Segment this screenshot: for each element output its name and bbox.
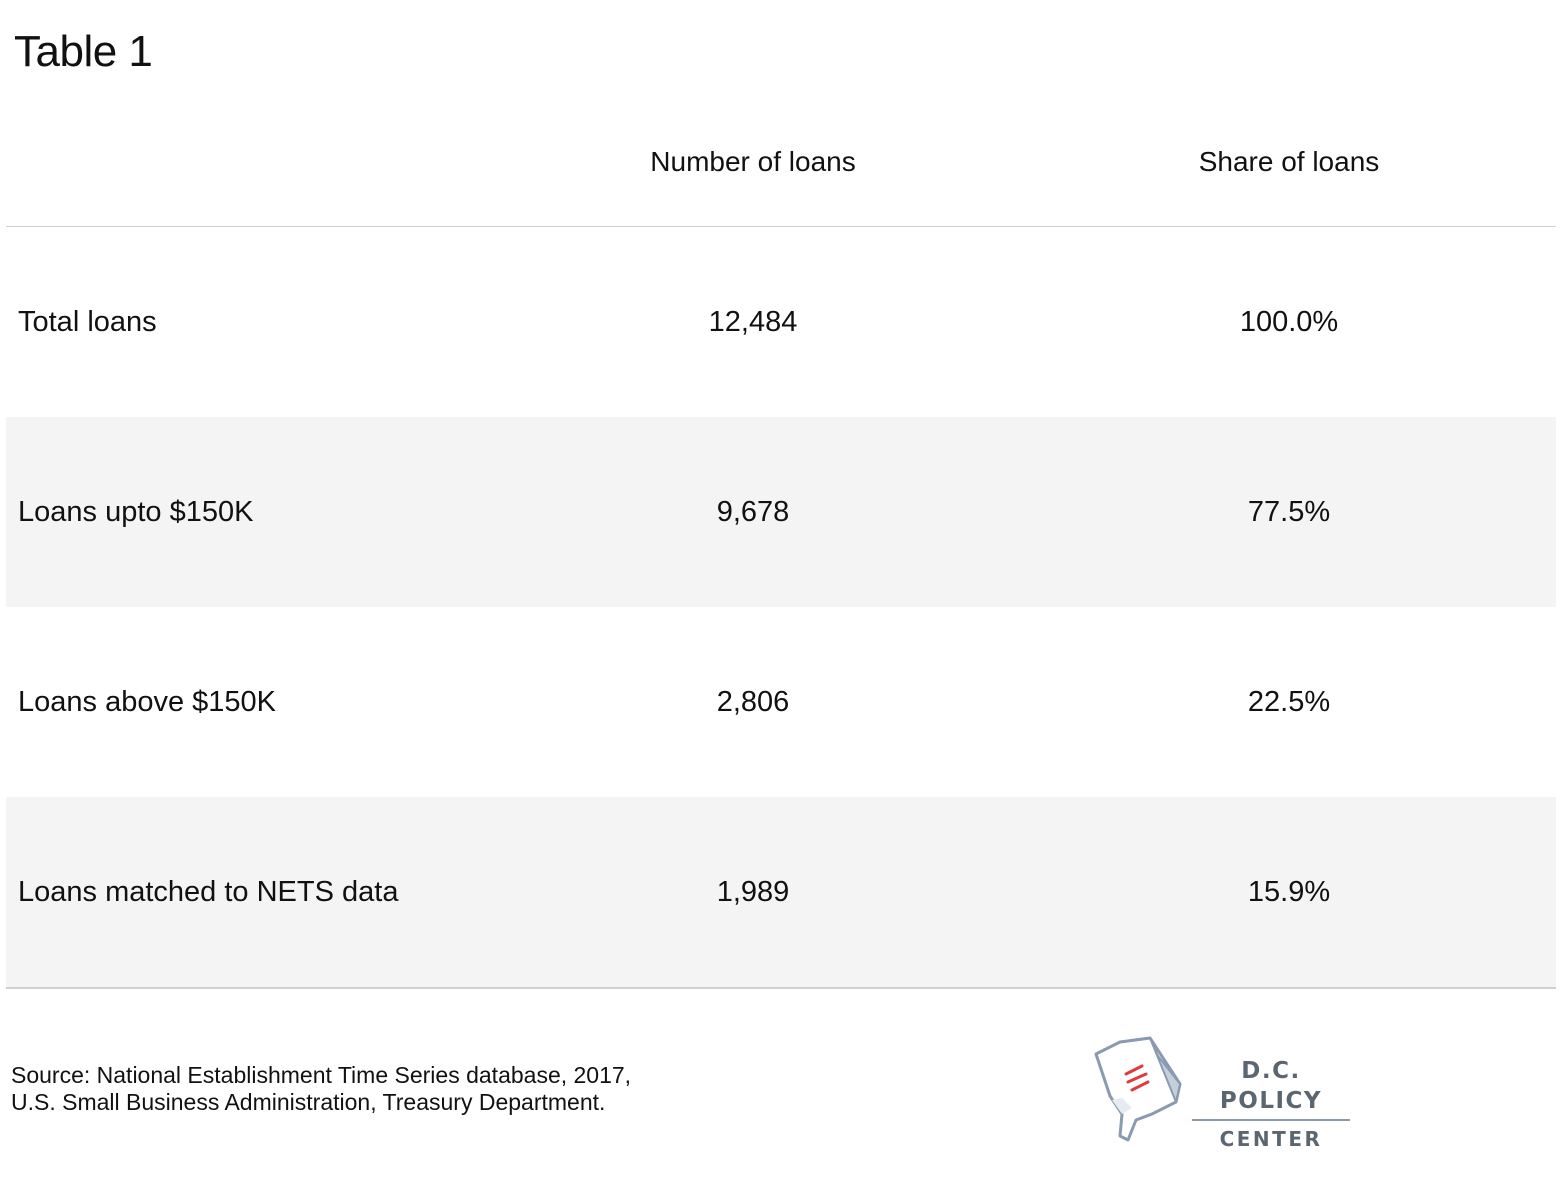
logo-wordmark: D.C. POLICY CENTER [1192, 1056, 1350, 1151]
table-row: Loans above $150K 2,806 22.5% [6, 607, 1556, 797]
column-header-number-of-loans: Number of loans [650, 146, 856, 177]
data-table: Number of loans Share of loans Total loa… [6, 104, 1556, 989]
table-title: Table 1 [14, 27, 153, 76]
source-line-2: U.S. Small Business Administration, Trea… [11, 1089, 606, 1115]
row-label: Loans upto $150K [18, 495, 254, 528]
row-share-of-loans: 77.5% [1247, 495, 1331, 528]
row-share-of-loans: 22.5% [1247, 685, 1331, 718]
row-share-of-loans: 15.9% [1247, 875, 1331, 908]
row-number-of-loans: 1,989 [716, 875, 790, 908]
row-number-of-loans: 9,678 [716, 495, 790, 528]
row-number-of-loans: 2,806 [716, 685, 790, 718]
row-share-of-loans: 100.0% [1239, 305, 1339, 338]
table-header-row: Number of loans Share of loans [6, 104, 1556, 227]
logo-divider [1192, 1119, 1350, 1121]
dc-map-logo-icon [1094, 1036, 1182, 1142]
column-header-share-of-loans: Share of loans [1198, 146, 1380, 177]
source-line-1: Source: National Establishment Time Seri… [11, 1062, 632, 1088]
row-label: Loans above $150K [18, 685, 276, 718]
logo-line-1: D.C. POLICY [1219, 1058, 1323, 1114]
table-row: Loans matched to NETS data 1,989 15.9% [6, 797, 1556, 989]
logo-line-2: CENTER [1219, 1127, 1323, 1151]
row-number-of-loans: 12,484 [708, 305, 798, 338]
row-label: Total loans [18, 305, 157, 338]
table-row: Total loans 12,484 100.0% [6, 227, 1556, 417]
source-note: Source: National Establishment Time Seri… [11, 1062, 631, 1116]
row-label: Loans matched to NETS data [18, 875, 399, 908]
table-row: Loans upto $150K 9,678 77.5% [6, 417, 1556, 607]
